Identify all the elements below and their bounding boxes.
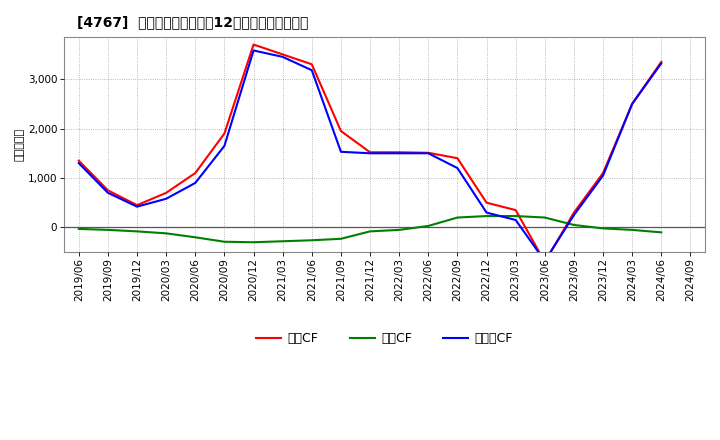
営業CF [132, 202, 141, 208]
Line: 営業CF: 営業CF [78, 44, 661, 262]
フリーCF [220, 143, 229, 148]
投賄CF [162, 231, 171, 236]
投賄CF [337, 236, 346, 242]
フリーCF [657, 61, 665, 66]
営業CF [453, 156, 462, 161]
投賄CF [599, 226, 608, 231]
フリーCF [104, 190, 112, 195]
投賄CF [307, 238, 316, 243]
投賄CF [511, 213, 520, 219]
フリーCF [395, 150, 403, 156]
投賄CF [541, 215, 549, 220]
営業CF [74, 158, 83, 163]
投賄CF [657, 230, 665, 235]
フリーCF [249, 48, 258, 53]
営業CF [220, 131, 229, 136]
フリーCF [424, 150, 433, 156]
フリーCF [628, 101, 636, 106]
フリーCF [337, 149, 346, 154]
フリーCF [307, 68, 316, 73]
投賄CF [482, 213, 491, 219]
投賄CF [132, 229, 141, 234]
営業CF [337, 128, 346, 134]
Y-axis label: （百万円）: （百万円） [15, 128, 25, 161]
営業CF [366, 150, 374, 155]
営業CF [249, 42, 258, 47]
Text: [4767]  キャッシュフローの12か月移動合計の推移: [4767] キャッシュフローの12か月移動合計の推移 [77, 15, 308, 29]
営業CF [657, 59, 665, 65]
投賄CF [220, 239, 229, 244]
フリーCF [541, 258, 549, 264]
営業CF [511, 208, 520, 213]
フリーCF [453, 165, 462, 171]
フリーCF [191, 180, 199, 186]
フリーCF [511, 217, 520, 223]
フリーCF [279, 54, 287, 59]
投賄CF [104, 227, 112, 232]
投賄CF [191, 235, 199, 240]
営業CF [307, 62, 316, 67]
フリーCF [482, 210, 491, 215]
Line: 投賄CF: 投賄CF [78, 216, 661, 242]
投賄CF [453, 215, 462, 220]
投賄CF [279, 238, 287, 244]
Line: フリーCF: フリーCF [78, 51, 661, 261]
営業CF [424, 150, 433, 155]
投賄CF [628, 227, 636, 232]
投賄CF [249, 240, 258, 245]
フリーCF [74, 161, 83, 166]
投賄CF [74, 226, 83, 231]
Legend: 営業CF, 投賄CF, フリーCF: 営業CF, 投賄CF, フリーCF [251, 327, 518, 350]
営業CF [628, 101, 636, 106]
営業CF [395, 150, 403, 155]
営業CF [570, 210, 578, 215]
営業CF [104, 188, 112, 193]
投賄CF [570, 222, 578, 227]
フリーCF [599, 173, 608, 178]
営業CF [162, 190, 171, 195]
フリーCF [366, 150, 374, 156]
営業CF [541, 260, 549, 265]
フリーCF [162, 196, 171, 202]
投賄CF [424, 223, 433, 228]
フリーCF [132, 204, 141, 209]
営業CF [482, 200, 491, 205]
営業CF [279, 52, 287, 57]
投賄CF [366, 229, 374, 234]
営業CF [191, 170, 199, 176]
投賄CF [395, 227, 403, 232]
フリーCF [570, 213, 578, 218]
営業CF [599, 170, 608, 176]
